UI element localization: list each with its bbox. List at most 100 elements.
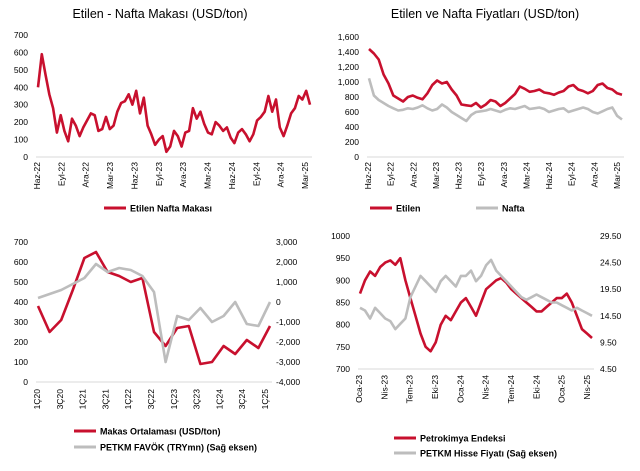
y-tick-label: 1000 <box>331 231 350 241</box>
y2-tick-label: -3,000 <box>276 357 300 367</box>
x-tick-label: Nis-24 <box>481 375 491 400</box>
x-tick-label: Eyl-24 <box>251 162 261 186</box>
y-tick-label: 500 <box>14 65 28 75</box>
x-tick-label: 1Ç21 <box>78 389 88 410</box>
x-tick-label: Ara-23 <box>499 162 509 188</box>
x-tick-label: 1Ç25 <box>260 389 270 410</box>
x-tick-label: Nis-23 <box>379 375 389 400</box>
y2-tick-label: 1,000 <box>276 277 298 287</box>
x-tick-label: Oca-23 <box>354 375 364 403</box>
x-tick-label: Mar-23 <box>105 162 115 189</box>
series-line-1 <box>358 256 593 353</box>
legend-label: PETKM FAVÖK (TRYmn) (Sağ eksen) <box>100 443 257 453</box>
x-tick-label: Oca-25 <box>557 375 567 403</box>
x-tick-label: Eyl-24 <box>567 162 577 186</box>
x-tick-label: Mar-23 <box>431 162 441 189</box>
x-tick-label: 1Ç22 <box>123 389 133 410</box>
x-tick-label: Haz-23 <box>454 162 464 190</box>
x-tick-label: Ara-24 <box>589 162 599 188</box>
y-tick-label: 800 <box>336 320 350 330</box>
x-tick-label: Mar-25 <box>300 162 310 189</box>
y2-tick-label: 9.50 <box>600 337 617 347</box>
x-tick-label: Haz-24 <box>227 162 237 190</box>
x-tick-label: Haz-22 <box>32 162 42 190</box>
chart-4: 700 750 800 850 900 950 1000 4.50 9.50 14.50 19.50… <box>331 231 621 459</box>
legend-label: Petrokimya Endeksi <box>420 434 506 444</box>
legend-label: PETKM Hisse Fiyatı (Sağ eksen) <box>420 449 557 459</box>
y-tick-label: 500 <box>14 277 28 287</box>
series-line-2 <box>359 258 593 331</box>
y-tick-label: 0 <box>23 377 28 387</box>
x-tick-label: 3Ç24 <box>237 389 247 410</box>
series-line-1 <box>368 48 623 109</box>
y-tick-label: 100 <box>14 357 28 367</box>
y-tick-label: 400 <box>345 122 359 132</box>
y-tick-label: 200 <box>14 337 28 347</box>
x-tick-label: 3Ç22 <box>146 389 156 410</box>
chart-title: Etilen ve Nafta Fiyatları (USD/ton) <box>391 7 579 21</box>
x-tick-label: Mar-24 <box>203 162 213 189</box>
legend-label: Nafta <box>502 204 525 214</box>
y-tick-label: 1,000 <box>338 77 360 87</box>
y-tick-label: 400 <box>14 297 28 307</box>
x-tick-label: Haz-23 <box>129 162 139 190</box>
y-tick-label: 700 <box>14 30 28 40</box>
y-tick-label: 600 <box>14 257 28 267</box>
x-tick-label: Oca-24 <box>455 375 465 403</box>
x-tick-label: Mar-25 <box>612 162 622 189</box>
y-tick-label: 750 <box>336 342 350 352</box>
x-tick-label: Eki-24 <box>531 375 541 399</box>
x-tick-label: Haz-24 <box>544 162 554 190</box>
y-tick-label: 100 <box>14 135 28 145</box>
x-tick-label: 3Ç21 <box>100 389 110 410</box>
x-tick-label: 1Ç24 <box>214 389 224 410</box>
y-tick-label: 1,600 <box>338 32 360 42</box>
y-tick-label: 200 <box>14 117 28 127</box>
chart-1: Etilen - Nafta Makası (USD/ton) 0 100 200 30… <box>14 7 312 214</box>
y-tick-label: 200 <box>345 137 359 147</box>
series-line-1 <box>36 52 312 154</box>
y-tick-label: 1,200 <box>338 62 360 72</box>
y2-tick-label: 14.50 <box>600 311 622 321</box>
series-line-1 <box>36 250 272 366</box>
y-tick-label: 850 <box>336 298 350 308</box>
y2-tick-label: 3,000 <box>276 237 298 247</box>
y-tick-label: 600 <box>345 107 359 117</box>
y-tick-label: 900 <box>336 275 350 285</box>
y-tick-label: 600 <box>14 47 28 57</box>
chart-2: Etilen ve Nafta Fiyatları (USD/ton) 0 200 4… <box>338 7 624 214</box>
y-tick-label: 300 <box>14 317 28 327</box>
y2-tick-label: 24.50 <box>600 258 622 268</box>
y2-tick-label: 2,000 <box>276 257 298 267</box>
x-tick-label: Eyl-22 <box>386 162 396 186</box>
series-line-2 <box>37 262 272 364</box>
x-tick-label: Eki-23 <box>430 375 440 399</box>
chart-3: 0 100 200 300 400 500 600 700 -4,000 -3,000 -2,000… <box>14 237 301 453</box>
y2-tick-label: 29.50 <box>600 231 622 241</box>
y-tick-label: 300 <box>14 100 28 110</box>
legend-label: Etilen <box>396 204 421 214</box>
y2-tick-label: 19.50 <box>600 284 622 294</box>
x-tick-label: Ara-22 <box>408 162 418 188</box>
y-tick-label: 400 <box>14 82 28 92</box>
x-tick-label: Tem-23 <box>405 375 415 404</box>
x-tick-label: Ara-23 <box>178 162 188 188</box>
y-tick-label: 950 <box>336 253 350 263</box>
legend-label: Makas Ortalaması (USD/ton) <box>100 427 221 437</box>
x-tick-label: Mar-24 <box>521 162 531 189</box>
y2-tick-label: -2,000 <box>276 337 300 347</box>
y-tick-label: 0 <box>23 152 28 162</box>
y2-tick-label: -1,000 <box>276 317 300 327</box>
y-tick-label: 1,400 <box>338 47 360 57</box>
x-tick-label: Ara-22 <box>81 162 91 188</box>
y-tick-label: 700 <box>14 237 28 247</box>
chart-title: Etilen - Nafta Makası (USD/ton) <box>72 7 247 21</box>
y-tick-label: 800 <box>345 92 359 102</box>
x-tick-label: 1Ç23 <box>169 389 179 410</box>
x-tick-label: 3Ç23 <box>192 389 202 410</box>
y-tick-label: 700 <box>336 364 350 374</box>
series-line-2 <box>367 77 623 123</box>
x-tick-label: Nis-25 <box>582 375 592 400</box>
